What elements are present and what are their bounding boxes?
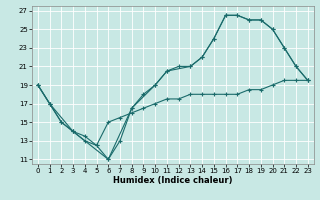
X-axis label: Humidex (Indice chaleur): Humidex (Indice chaleur) [113, 176, 233, 185]
